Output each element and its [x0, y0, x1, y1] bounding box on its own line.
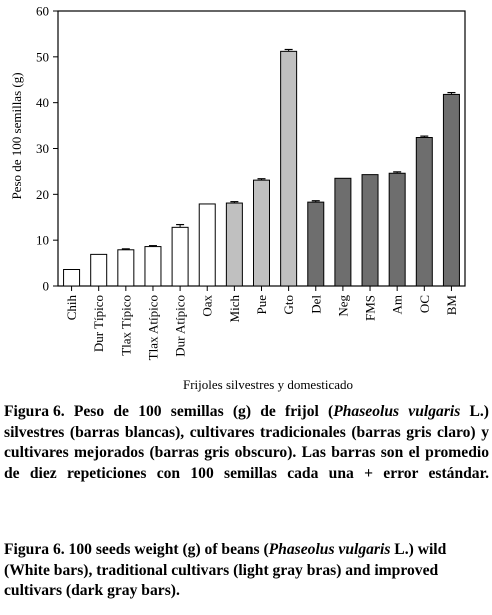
bars — [63, 48, 460, 287]
bar — [307, 201, 325, 287]
bar — [90, 253, 108, 287]
bar — [280, 50, 298, 287]
bar — [253, 179, 270, 287]
bar — [117, 249, 135, 287]
y-tick-label: 10 — [36, 233, 49, 248]
bar — [334, 177, 352, 287]
x-axis-label: Frijoles silvestres y domesticado — [183, 377, 353, 392]
x-tick-label: Chih — [64, 295, 79, 321]
caption-es-body-start: Peso de 100 semillas (g) de frijol ( — [73, 403, 334, 420]
caption-es-text: Figura 6. Peso de 100 semillas (g) de fr… — [4, 402, 489, 484]
y-tick-label: 20 — [36, 187, 49, 202]
x-tick-label: OC — [417, 295, 432, 313]
caption-en-body-start: 100 seeds weight (g) of beans ( — [68, 541, 269, 558]
caption-en-species: Phaseolus vulgaris — [268, 541, 391, 558]
bar — [225, 202, 243, 287]
bar — [144, 246, 162, 287]
bar — [415, 137, 433, 287]
x-tick-label: Am — [390, 295, 405, 315]
figure-caption-spanish: Figura 6. Peso de 100 semillas (g) de fr… — [4, 402, 489, 484]
caption-es-body-end: L.) silvestres (barras blancas), cultiva… — [4, 403, 490, 482]
x-tick-label: Dur Atípico — [173, 295, 188, 357]
bar — [361, 174, 379, 287]
y-axis-label: Peso de 100 semillas (g) — [9, 72, 24, 199]
x-tick-label: Gto — [281, 295, 296, 315]
x-tick-label: Neg — [335, 295, 350, 317]
y-tick-label: 0 — [43, 279, 50, 294]
caption-en-body-end: L.) wild (White bars), traditional culti… — [4, 541, 447, 599]
bar-chart: 0 10 20 30 40 50 60 Chih Dur Típico Tlax Típico T… — [9, 4, 466, 392]
caption-es-species: Phaseolus vulgaris — [333, 403, 461, 420]
bar — [171, 226, 189, 287]
y-axis-ticks: 0 10 20 30 40 50 60 — [36, 4, 58, 294]
bar — [442, 93, 460, 287]
caption-en-text: Figura 6. 100 seeds weight (g) of beans … — [4, 540, 489, 602]
x-tick-label: Mich — [227, 295, 242, 323]
caption-es-label: Figura 6. — [4, 403, 65, 420]
x-tick-label: Tlax Típico — [118, 295, 133, 356]
y-tick-label: 50 — [36, 49, 49, 64]
x-tick-label: Dur Típico — [91, 295, 106, 352]
x-axis-ticks: Chih Dur Típico Tlax Típico Tlax Atípico Dur… — [64, 286, 459, 360]
y-tick-label: 40 — [36, 95, 49, 110]
bar — [388, 172, 406, 287]
x-tick-label: BM — [444, 295, 459, 316]
figure-caption-english: Figura 6. 100 seeds weight (g) of beans … — [4, 540, 489, 602]
x-tick-label: Pue — [254, 295, 269, 315]
bar — [198, 203, 216, 287]
bar — [63, 269, 81, 287]
x-tick-label: Tlax Atípico — [145, 295, 160, 360]
x-tick-label: Oax — [200, 295, 215, 317]
x-tick-label: FMS — [363, 295, 378, 321]
x-tick-label: Del — [308, 295, 323, 314]
y-tick-label: 60 — [36, 4, 49, 19]
y-tick-label: 30 — [36, 141, 49, 156]
caption-en-label: Figura 6. — [4, 541, 65, 558]
